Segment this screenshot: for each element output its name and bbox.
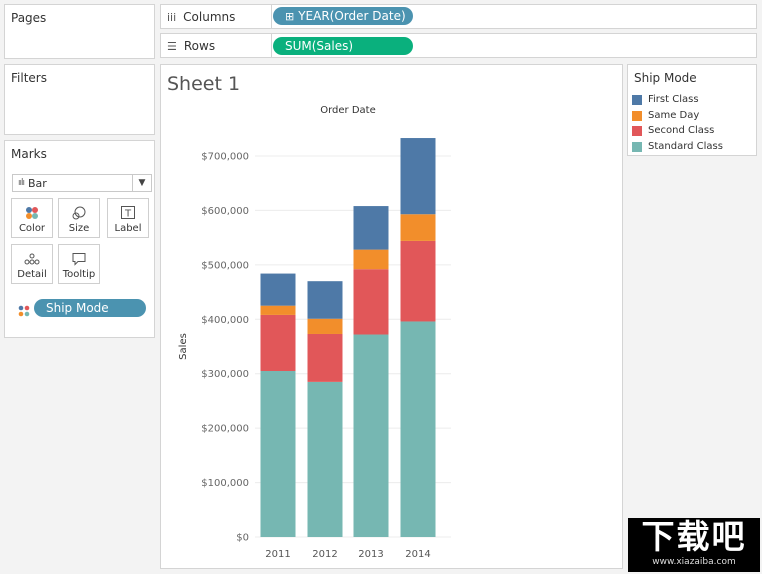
marks-card: Marks ıılı Bar ▼ Color Size T Label Deta… [4,140,155,338]
legend-item-label: Same Day [648,110,700,121]
bar-segment-same-day-2011[interactable] [260,305,296,315]
label-t-icon: T [120,203,136,223]
bar-segment-standard-class-2014[interactable] [400,321,436,537]
legend-item-label: First Class [648,94,699,105]
bar-segment-second-class-2014[interactable] [400,240,436,322]
pages-card: Pages [4,4,155,59]
ship-mode-legend[interactable]: Ship Mode First Class Same Day Second Cl… [627,64,757,156]
year-order-date-pill-label: YEAR(Order Date) [298,9,406,23]
rows-label-text: Rows [183,39,216,53]
bar-segment-first-class-2014[interactable] [400,138,436,215]
label-button[interactable]: T Label [107,198,149,238]
bar-segment-same-day-2013[interactable] [353,249,389,270]
legend-swatch [632,110,642,121]
bar-segment-second-class-2012[interactable] [307,333,343,382]
color-dots-icon [18,302,30,321]
tooltip-bubble-icon [71,249,87,269]
x-tick-label: 2012 [312,549,337,560]
legend-item-first-class[interactable]: First Class [632,94,699,105]
marks-title: Marks [11,147,47,161]
columns-icon: iii [167,10,177,24]
legend-item-same-day[interactable]: Same Day [632,110,699,121]
bar-chart-icon: ıılı [18,178,25,188]
color-dots-icon [25,203,39,223]
color-button[interactable]: Color [11,198,53,238]
y-tick-label: $300,000 [201,369,249,380]
svg-text:T: T [124,209,132,220]
y-tick-label: $600,000 [201,206,249,217]
legend-swatch [632,125,642,136]
shelf-divider [271,5,272,28]
legend-item-label: Standard Class [648,141,723,152]
rows-label: ☰ Rows [167,39,215,53]
legend-item-standard-class[interactable]: Standard Class [632,141,723,152]
sum-sales-pill[interactable]: SUM(Sales) [273,37,413,55]
bar-segment-standard-class-2012[interactable] [307,381,343,537]
bar-segment-standard-class-2013[interactable] [353,334,389,537]
y-tick-label: $700,000 [201,152,249,163]
filters-card[interactable]: Filters [4,64,155,135]
legend-title: Ship Mode [634,71,697,85]
sheet-view[interactable]: Sheet 1 $0 $100,000 $200,000 $300,000 $400,0… [160,64,623,569]
y-tick-label: $400,000 [201,315,249,326]
bar-segment-second-class-2013[interactable] [353,269,389,335]
expand-icon: ⊞ [285,9,295,23]
legend-swatch [632,141,642,152]
sheet-title: Sheet 1 [167,73,241,95]
y-tick-label: $500,000 [201,260,249,271]
tooltip-button[interactable]: Tooltip [58,244,100,284]
legend-item-second-class[interactable]: Second Class [632,125,714,136]
size-button-label: Size [68,223,90,234]
x-tick-label: 2011 [265,549,290,560]
ship-mode-pill-label: Ship Mode [46,301,109,315]
size-button[interactable]: Size [58,198,100,238]
size-circles-icon [71,203,87,223]
mark-type-dropdown[interactable]: ıılı Bar ▼ [12,174,152,192]
watermark-text: 下载吧 [641,517,747,556]
x-tick-label: 2013 [358,549,383,560]
bar-segment-first-class-2013[interactable] [353,206,389,250]
columns-shelf[interactable]: iii Columns ⊞ YEAR(Order Date) [160,4,757,29]
tooltip-button-label: Tooltip [62,269,96,280]
bar-segment-second-class-2011[interactable] [260,314,296,371]
y-axis-label: Sales [178,333,189,360]
columns-label: iii Columns [167,10,235,24]
year-order-date-pill[interactable]: ⊞ YEAR(Order Date) [273,7,413,25]
color-button-label: Color [18,223,46,234]
y-tick-label: $200,000 [201,424,249,435]
sum-sales-pill-label: SUM(Sales) [285,39,354,53]
bar-segment-same-day-2012[interactable] [307,318,343,334]
x-tick-label: 2014 [405,549,430,560]
detail-dots-icon [24,249,40,269]
label-button-label: Label [114,223,142,234]
mark-type-value: Bar [28,176,47,190]
ship-mode-color-pill[interactable]: Ship Mode [34,299,146,317]
legend-item-label: Second Class [648,125,715,136]
bar-segment-first-class-2011[interactable] [260,273,296,306]
columns-label-text: Columns [183,10,236,24]
chart-title: Order Date [320,105,376,116]
bar-segment-standard-class-2011[interactable] [260,370,296,537]
pages-title: Pages [11,11,47,25]
watermark-logo: 下载吧 www.xiazaiba.com [628,518,760,572]
chevron-down-icon[interactable]: ▼ [132,175,151,191]
shelf-divider [271,34,272,57]
detail-button-label: Detail [17,269,47,280]
watermark-url: www.xiazaiba.com [652,557,736,567]
stacked-bar-chart: $0 $100,000 $200,000 $300,000 $400,000 $500,0… [178,105,451,560]
detail-button[interactable]: Detail [11,244,53,284]
rows-icon: ☰ [167,39,177,53]
bar-segment-first-class-2012[interactable] [307,281,343,319]
y-tick-label: $0 [236,533,249,544]
rows-shelf[interactable]: ☰ Rows SUM(Sales) [160,33,757,58]
filters-title: Filters [11,71,47,85]
bar-segment-same-day-2014[interactable] [400,214,436,241]
legend-swatch [632,94,642,105]
y-tick-label: $100,000 [201,478,249,489]
